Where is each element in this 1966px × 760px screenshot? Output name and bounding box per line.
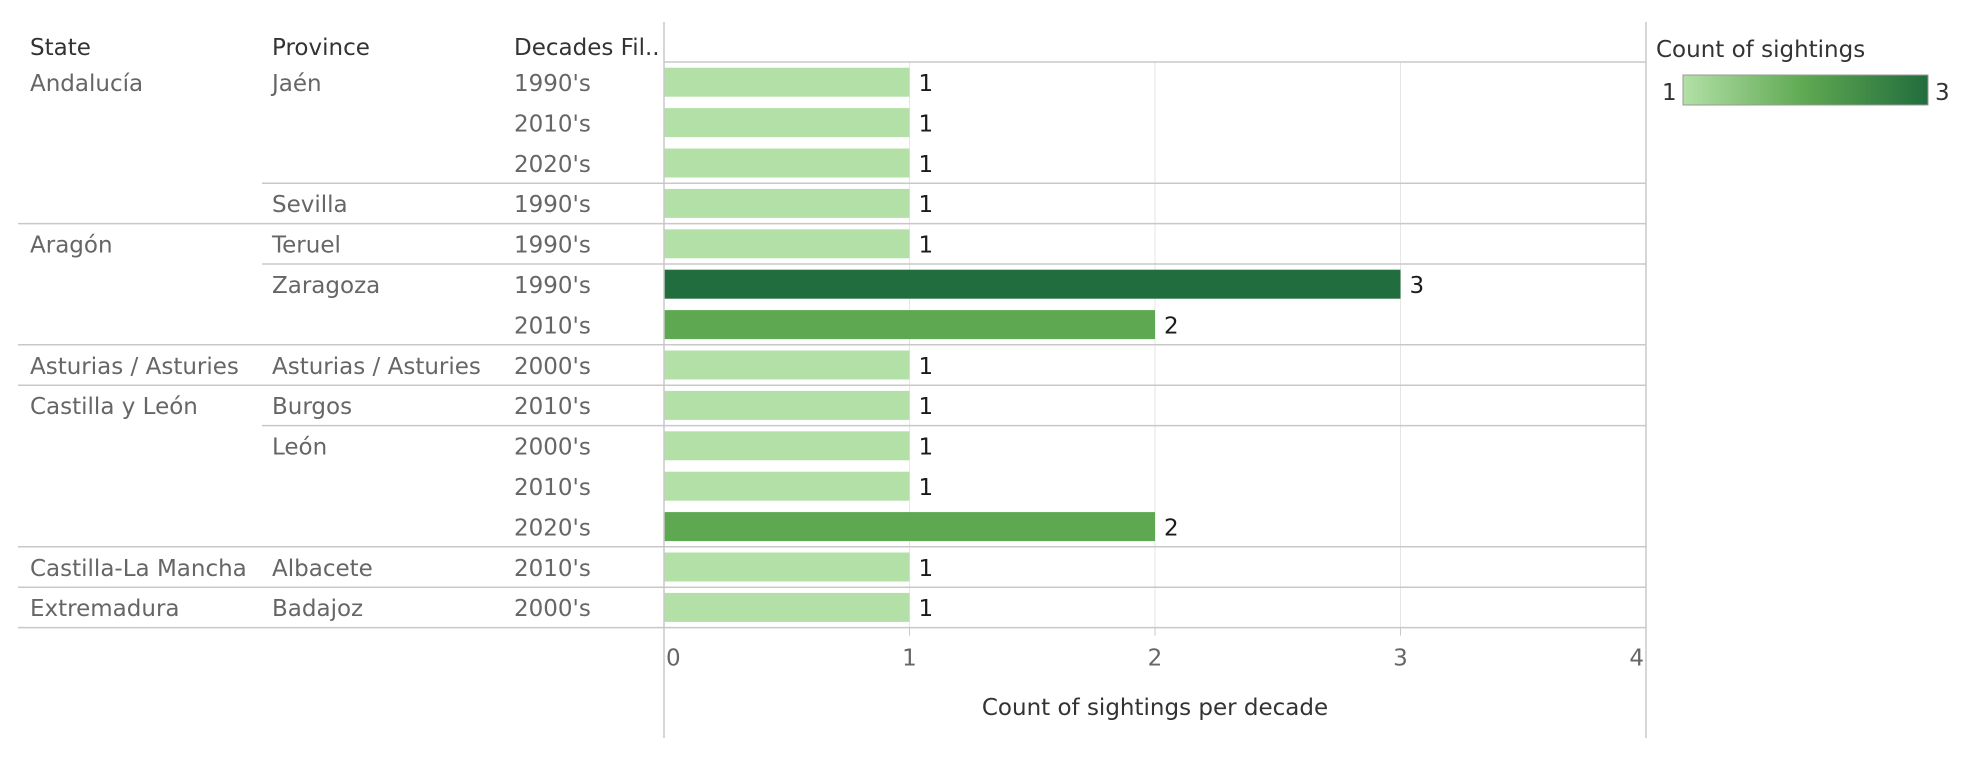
decade-label: 1990's — [514, 233, 591, 259]
bar — [664, 350, 910, 380]
decade-label: 1990's — [514, 71, 591, 97]
value-label: 1 — [919, 111, 934, 137]
state-label: Extremadura — [30, 596, 180, 622]
legend-gradient-bar — [1682, 74, 1929, 106]
value-labels: 1 1 1 1 1 3 2 1 1 1 1 2 1 1 — [919, 71, 1425, 622]
province-label: Burgos — [272, 394, 352, 420]
decade-label: 2010's — [514, 556, 591, 582]
value-label: 1 — [919, 71, 934, 97]
header-decade: Decades Fil.. — [514, 35, 660, 61]
bar — [664, 552, 910, 582]
row-labels: Andalucía Jaén 1990's 2010's 2020's Sevilla 19… — [30, 71, 591, 622]
decade-label: 2000's — [514, 596, 591, 622]
value-label: 1 — [919, 152, 934, 178]
bar — [664, 67, 910, 97]
tick-label: 0 — [666, 646, 681, 672]
value-label: 3 — [1410, 273, 1425, 299]
color-legend: Count of sightings 1 3 — [1656, 37, 1950, 106]
state-label: Aragón — [30, 233, 113, 259]
legend-max-label: 3 — [1935, 80, 1950, 106]
header-province: Province — [272, 35, 370, 61]
bar — [664, 269, 1401, 299]
x-axis-title: Count of sightings per decade — [982, 695, 1328, 721]
province-label: Sevilla — [272, 192, 348, 218]
bars — [664, 67, 1401, 622]
tick-label: 4 — [1629, 646, 1644, 672]
state-label: Andalucía — [30, 71, 143, 97]
value-label: 1 — [919, 435, 934, 461]
decade-label: 2010's — [514, 394, 591, 420]
province-label: León — [272, 435, 327, 461]
decade-label: 2020's — [514, 152, 591, 178]
bar — [664, 108, 910, 138]
bar — [664, 431, 910, 461]
province-label: Albacete — [272, 556, 373, 582]
value-label: 1 — [919, 233, 934, 259]
state-label: Asturias / Asturies — [30, 354, 239, 380]
legend-title: Count of sightings — [1656, 37, 1865, 63]
row-separators — [18, 61, 1646, 629]
legend-min-label: 1 — [1662, 80, 1677, 106]
decade-label: 2000's — [514, 435, 591, 461]
value-label: 1 — [919, 596, 934, 622]
bar — [664, 390, 910, 420]
decade-label: 1990's — [514, 192, 591, 218]
tick-label: 1 — [902, 646, 917, 672]
value-label: 1 — [919, 192, 934, 218]
value-label: 1 — [919, 475, 934, 501]
tick-label: 2 — [1148, 646, 1163, 672]
bar — [664, 310, 1155, 340]
decade-label: 2010's — [514, 475, 591, 501]
province-label: Teruel — [271, 233, 341, 259]
bar — [664, 229, 910, 259]
bar — [664, 188, 910, 218]
state-label: Castilla-La Mancha — [30, 556, 247, 582]
province-label: Jaén — [270, 71, 322, 97]
header-state: State — [30, 35, 91, 61]
decade-label: 2010's — [514, 111, 591, 137]
bar — [664, 592, 910, 622]
bar — [664, 471, 910, 501]
bar — [664, 148, 910, 178]
state-label: Castilla y León — [30, 394, 198, 420]
decade-label: 2000's — [514, 354, 591, 380]
value-label: 1 — [919, 354, 934, 380]
province-label: Badajoz — [272, 596, 363, 622]
decade-label: 2020's — [514, 515, 591, 541]
decade-label: 2010's — [514, 313, 591, 339]
x-axis-ticks: 0 1 2 3 4 — [663, 627, 1647, 672]
province-label: Zaragoza — [272, 273, 380, 299]
value-label: 2 — [1164, 515, 1179, 541]
province-label: Asturias / Asturies — [272, 354, 481, 380]
bar — [664, 512, 1155, 542]
value-label: 1 — [919, 394, 934, 420]
value-label: 2 — [1164, 313, 1179, 339]
value-label: 1 — [919, 556, 934, 582]
tick-label: 3 — [1393, 646, 1408, 672]
decade-label: 1990's — [514, 273, 591, 299]
